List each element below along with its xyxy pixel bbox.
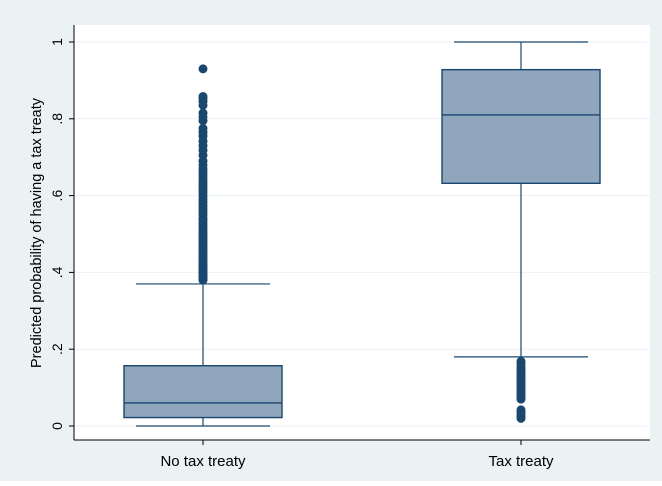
iqr-box [123, 365, 283, 419]
outlier-point-58 [198, 108, 208, 118]
y-axis-title: Predicted probability of having a tax tr… [29, 97, 45, 368]
outlier-point-21 [516, 356, 526, 366]
boxes [123, 41, 601, 427]
y-tick-label-2: .4 [49, 266, 65, 278]
outlier-point-55 [198, 123, 208, 133]
outlier-point-4 [516, 405, 526, 415]
x-tick-label-1: Tax treaty [488, 453, 554, 470]
box-tax-treaty [441, 41, 601, 423]
y-tick-label-1: .2 [49, 343, 65, 355]
outlier-point-63 [198, 64, 208, 74]
y-tick-label-4: .8 [49, 113, 65, 125]
outlier-point-62 [198, 92, 208, 102]
y-tick-label-5: 1 [49, 38, 65, 46]
x-tick-label-0: No tax treaty [160, 453, 246, 470]
axes: 0 .2 .4 .6 .8 1 No tax treaty Tax treaty [49, 25, 650, 470]
y-tick-label-3: .6 [49, 190, 65, 202]
iqr-box [441, 68, 601, 185]
box-no-tax-treaty [123, 64, 283, 427]
y-tick-label-0: 0 [49, 422, 65, 430]
